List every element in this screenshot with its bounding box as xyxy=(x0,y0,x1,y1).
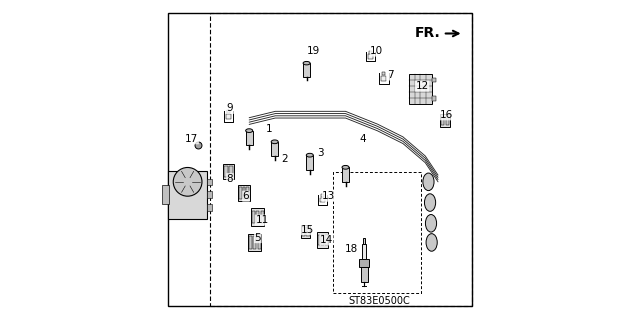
Bar xyxy=(248,236,252,249)
Ellipse shape xyxy=(424,194,436,211)
Text: 6: 6 xyxy=(243,191,250,201)
Text: 4: 4 xyxy=(360,134,366,144)
Text: 10: 10 xyxy=(370,46,383,56)
Text: 1: 1 xyxy=(266,124,272,134)
Text: 3: 3 xyxy=(317,148,323,158)
Bar xyxy=(303,63,310,77)
Bar xyxy=(362,244,367,259)
Bar xyxy=(441,116,444,125)
Bar xyxy=(253,236,256,249)
Ellipse shape xyxy=(423,173,434,191)
Bar xyxy=(223,164,234,179)
Text: 14: 14 xyxy=(320,235,333,245)
Text: 16: 16 xyxy=(440,110,452,120)
Bar xyxy=(359,259,369,267)
Text: 7: 7 xyxy=(387,70,394,80)
Text: 11: 11 xyxy=(255,215,269,225)
Bar xyxy=(252,211,255,223)
Ellipse shape xyxy=(271,140,278,144)
Bar xyxy=(440,114,450,127)
Bar xyxy=(226,114,231,119)
Bar xyxy=(342,167,349,182)
Bar xyxy=(210,13,472,306)
Ellipse shape xyxy=(426,215,436,232)
Bar xyxy=(381,76,387,81)
Bar xyxy=(251,208,264,226)
Bar xyxy=(207,191,212,198)
Bar xyxy=(260,211,264,223)
Text: 19: 19 xyxy=(307,46,320,56)
Bar xyxy=(271,142,278,156)
Bar xyxy=(307,227,310,236)
Bar xyxy=(446,116,449,125)
Ellipse shape xyxy=(426,234,437,251)
Bar xyxy=(168,171,207,219)
Bar xyxy=(363,238,365,244)
Bar xyxy=(246,131,253,145)
Bar xyxy=(162,185,169,204)
Bar xyxy=(433,96,436,100)
Bar xyxy=(239,188,242,198)
Bar xyxy=(307,155,314,170)
Bar xyxy=(239,185,250,201)
Text: 9: 9 xyxy=(227,103,234,114)
Bar xyxy=(382,72,385,75)
Bar xyxy=(368,55,372,59)
Bar xyxy=(257,236,260,249)
Bar xyxy=(325,234,328,245)
Bar xyxy=(243,188,245,198)
Bar xyxy=(301,225,310,238)
Text: 13: 13 xyxy=(323,191,335,201)
Bar xyxy=(256,211,259,223)
Ellipse shape xyxy=(173,167,202,196)
Text: 8: 8 xyxy=(227,174,234,184)
Text: 18: 18 xyxy=(344,244,358,254)
Bar xyxy=(369,51,372,54)
Bar xyxy=(248,234,261,251)
Bar xyxy=(229,166,233,177)
Ellipse shape xyxy=(303,62,310,65)
Bar xyxy=(321,194,324,197)
Bar xyxy=(224,166,228,177)
Bar xyxy=(321,234,324,245)
Ellipse shape xyxy=(246,129,253,132)
Bar xyxy=(207,179,212,185)
Ellipse shape xyxy=(342,166,349,169)
Bar xyxy=(227,110,230,113)
Bar xyxy=(360,267,367,282)
Text: ST83E0500C: ST83E0500C xyxy=(348,296,410,307)
Text: 2: 2 xyxy=(282,154,288,165)
Bar xyxy=(320,197,325,202)
Text: 17: 17 xyxy=(185,134,198,144)
Bar xyxy=(408,74,433,105)
Text: FR.: FR. xyxy=(415,26,440,41)
Bar xyxy=(317,232,328,248)
Bar xyxy=(433,78,436,82)
Bar xyxy=(207,204,212,211)
Text: 12: 12 xyxy=(415,81,429,91)
Text: 15: 15 xyxy=(301,225,314,235)
Ellipse shape xyxy=(307,153,314,157)
Bar xyxy=(301,227,305,236)
Text: 5: 5 xyxy=(255,233,261,243)
Bar xyxy=(333,172,422,293)
Bar xyxy=(246,188,249,198)
Bar xyxy=(317,234,320,245)
